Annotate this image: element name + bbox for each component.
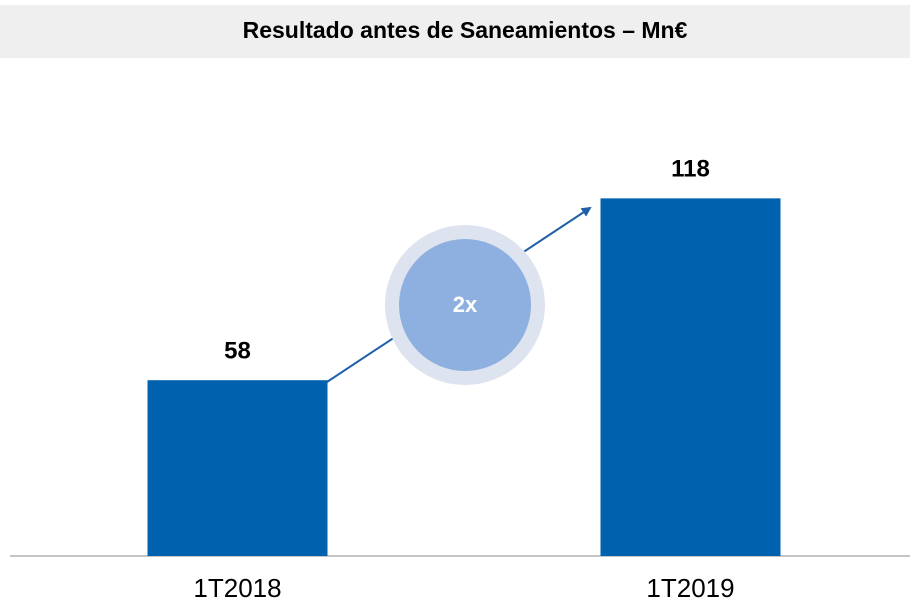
bar (600, 198, 781, 556)
annotation: 2x (453, 292, 478, 317)
chart-title: Resultado antes de Saneamientos – Mn€ (243, 17, 688, 43)
x-tick-label: 1T2019 (646, 573, 734, 603)
data-label: 118 (671, 156, 710, 183)
data-label: 58 (224, 338, 251, 365)
title-banner (0, 5, 910, 58)
bar (147, 380, 328, 556)
x-tick-label: 1T2018 (193, 573, 281, 603)
badge-inner (399, 239, 531, 371)
